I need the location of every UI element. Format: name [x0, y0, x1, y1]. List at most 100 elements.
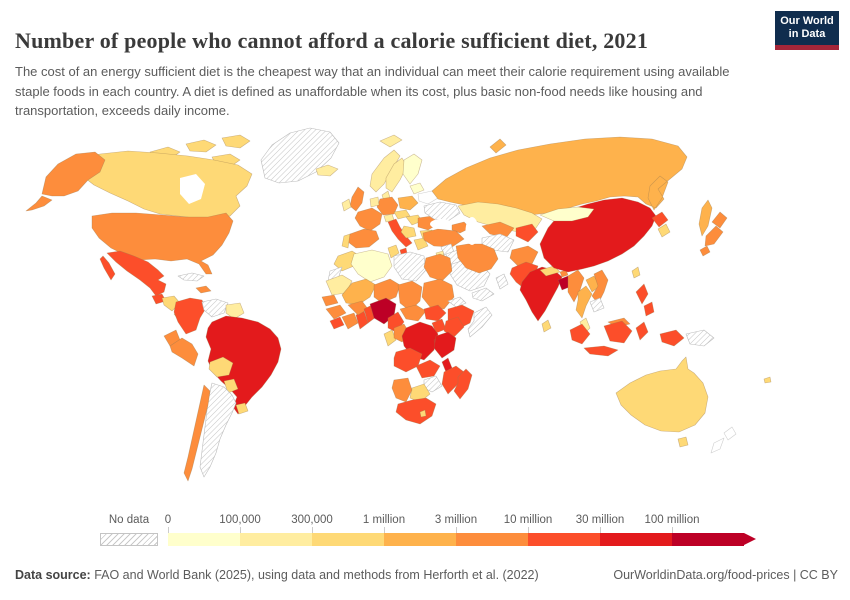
country-central-african-republic[interactable]	[399, 304, 427, 322]
country-somalia[interactable]	[467, 306, 493, 338]
owid-url-link[interactable]: OurWorldinData.org/food-prices | CC BY	[613, 568, 838, 582]
country-sri-lanka[interactable]	[541, 319, 552, 333]
country-russia[interactable]	[431, 136, 713, 237]
country-paraguay[interactable]	[223, 378, 239, 394]
country-hispaniola[interactable]	[195, 285, 212, 294]
country-usa[interactable]	[91, 212, 234, 275]
country-india[interactable]	[519, 266, 563, 322]
country-fiji[interactable]	[763, 376, 772, 384]
country-caucasus[interactable]	[451, 221, 471, 234]
country-mali[interactable]	[341, 278, 377, 306]
country-chile[interactable]	[183, 384, 211, 482]
country-balkans[interactable]	[400, 225, 417, 239]
country-kazakhstan[interactable]	[457, 201, 543, 234]
country-finland[interactable]	[402, 153, 423, 185]
country-turkey[interactable]	[422, 228, 465, 248]
legend-color-segment[interactable]	[456, 533, 528, 546]
country-uruguay[interactable]	[235, 402, 249, 415]
country-south-africa[interactable]	[395, 397, 437, 425]
country-papua-new-guinea[interactable]	[685, 329, 715, 347]
country-chad[interactable]	[397, 280, 423, 312]
legend-tick-mark	[672, 527, 673, 533]
legend-color-segment[interactable]	[312, 533, 384, 546]
legend-color-segment[interactable]	[168, 533, 240, 546]
country-philippines[interactable]	[635, 283, 655, 317]
country-poland[interactable]	[397, 195, 419, 211]
country-argentina[interactable]	[199, 382, 237, 478]
legend-color-segment[interactable]	[528, 533, 600, 546]
country-ivory-coast[interactable]	[341, 312, 359, 330]
legend-color-segment[interactable]	[672, 533, 744, 546]
country-greece[interactable]	[413, 237, 429, 251]
country-gabon[interactable]	[383, 329, 397, 347]
country-guyana-suriname[interactable]	[225, 302, 245, 320]
country-south-korea[interactable]	[657, 223, 671, 238]
country-libya[interactable]	[393, 251, 427, 282]
country-germany[interactable]	[376, 196, 399, 216]
country-south-sudan[interactable]	[423, 304, 447, 322]
country-venezuela[interactable]	[201, 298, 229, 318]
owid-logo[interactable]: Our World in Data	[775, 11, 839, 50]
country-guinea[interactable]	[325, 304, 347, 320]
country-france[interactable]	[354, 207, 383, 232]
country-ukraine[interactable]	[423, 201, 461, 222]
country-algeria[interactable]	[350, 249, 393, 283]
country-ireland[interactable]	[341, 198, 352, 212]
country-spain[interactable]	[347, 228, 380, 249]
country-egypt[interactable]	[423, 253, 453, 282]
country-belarus[interactable]	[417, 190, 439, 205]
country-canada[interactable]	[75, 150, 253, 221]
country-vietnam[interactable]	[591, 269, 609, 305]
country-bolivia[interactable]	[208, 356, 234, 378]
country-japan[interactable]	[699, 211, 728, 257]
country-thailand[interactable]	[575, 285, 593, 319]
country-angola[interactable]	[393, 347, 423, 373]
country-australia[interactable]	[615, 356, 709, 448]
country-alaska[interactable]	[25, 151, 106, 212]
country-sudan[interactable]	[421, 278, 455, 310]
country-new-zealand[interactable]	[710, 426, 737, 454]
country-lesotho[interactable]	[419, 409, 427, 418]
data-source-text: Data source: FAO and World Bank (2025), …	[15, 568, 539, 582]
country-north-korea[interactable]	[651, 211, 669, 228]
country-indonesia[interactable]	[569, 320, 685, 357]
country-kyrgyzstan-tajikistan[interactable]	[515, 223, 539, 243]
data-source-label: Data source:	[15, 568, 91, 582]
legend-color-segment[interactable]	[384, 533, 456, 546]
country-zambia[interactable]	[415, 359, 441, 379]
country-mongolia[interactable]	[539, 206, 595, 222]
country-mexico[interactable]	[99, 250, 167, 297]
country-tunisia[interactable]	[387, 244, 400, 259]
legend-no-data-swatch[interactable]	[100, 533, 158, 546]
country-niger[interactable]	[373, 278, 401, 304]
country-kenya[interactable]	[443, 316, 465, 338]
country-cambodia[interactable]	[589, 297, 605, 313]
country-benelux[interactable]	[369, 196, 380, 208]
country-yemen[interactable]	[471, 287, 495, 302]
country-peru[interactable]	[169, 337, 199, 367]
country-myanmar[interactable]	[567, 269, 585, 303]
legend-color-segment[interactable]	[240, 533, 312, 546]
country-iran[interactable]	[455, 243, 499, 274]
country-svalbard[interactable]	[379, 134, 403, 148]
country-eritrea[interactable]	[447, 296, 467, 308]
country-sierra-leone-liberia[interactable]	[329, 316, 345, 330]
country-greenland[interactable]	[260, 127, 340, 184]
country-iceland[interactable]	[315, 164, 339, 177]
country-madagascar[interactable]	[453, 368, 473, 400]
country-namibia[interactable]	[391, 377, 413, 403]
country-oman[interactable]	[495, 273, 509, 290]
country-baltic-states[interactable]	[409, 182, 425, 195]
country-portugal[interactable]	[341, 233, 351, 249]
country-colombia[interactable]	[173, 297, 207, 335]
country-senegal[interactable]	[321, 294, 339, 307]
country-united-kingdom[interactable]	[349, 186, 365, 212]
country-tanzania[interactable]	[433, 331, 457, 359]
owid-logo-line1: Our World	[780, 15, 834, 27]
country-uzbekistan[interactable]	[481, 221, 515, 239]
country-cuba[interactable]	[177, 272, 205, 282]
legend-color-segment[interactable]	[600, 533, 672, 546]
country-novaya-zemlya[interactable]	[489, 138, 507, 154]
country-taiwan[interactable]	[631, 266, 641, 279]
